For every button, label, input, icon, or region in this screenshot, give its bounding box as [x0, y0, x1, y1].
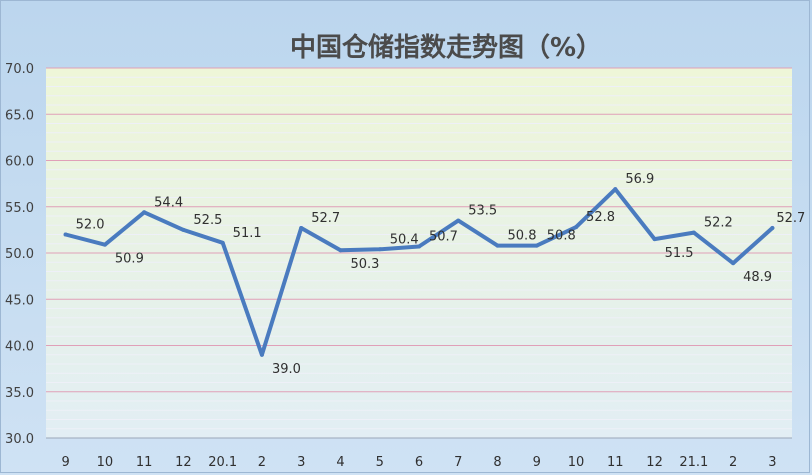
data-label: 52.7: [311, 211, 340, 226]
y-tick-label: 65.0: [5, 108, 34, 123]
data-label: 51.5: [665, 246, 694, 261]
data-point: [338, 248, 343, 253]
y-axis: 30.0 35.0 40.0 45.0 50.0 55.0 60.0 65.0 70.0: [5, 62, 34, 447]
data-point: [102, 242, 107, 247]
x-tick-label: 8: [493, 455, 501, 470]
data-label: 50.7: [429, 230, 458, 245]
x-tick-label: 11: [136, 455, 153, 470]
x-tick-label: 11: [607, 455, 624, 470]
data-point: [534, 243, 539, 248]
data-point: [259, 352, 264, 357]
data-point: [142, 210, 147, 215]
data-label: 39.0: [272, 362, 301, 377]
data-point: [613, 187, 618, 192]
y-tick-label: 30.0: [5, 432, 34, 447]
y-tick-label: 50.0: [5, 247, 34, 262]
data-label: 50.8: [508, 229, 537, 244]
chart-title: 中国仓储指数走势图（%）: [290, 32, 602, 63]
x-tick-label: 7: [454, 455, 462, 470]
data-point: [574, 225, 579, 230]
x-tick-label: 10: [568, 455, 585, 470]
y-tick-label: 60.0: [5, 155, 34, 170]
data-label: 52.2: [704, 216, 733, 231]
data-label: 52.5: [193, 213, 222, 228]
y-tick-label: 40.0: [5, 340, 34, 355]
x-tick-label: 10: [97, 455, 114, 470]
x-tick-label: 2: [258, 455, 266, 470]
data-label: 56.9: [625, 172, 654, 187]
data-point: [220, 240, 225, 245]
data-point: [299, 226, 304, 231]
x-tick-label: 20.1: [208, 455, 237, 470]
y-tick-label: 55.0: [5, 201, 34, 216]
x-tick-label: 2: [729, 455, 737, 470]
grid-layer: [46, 67, 792, 439]
x-tick-label: 12: [646, 455, 663, 470]
data-label: 50.4: [390, 232, 419, 247]
series-layer: [63, 187, 775, 357]
data-label: 50.9: [115, 252, 144, 267]
x-tick-label: 9: [61, 455, 69, 470]
data-label: 54.4: [154, 195, 183, 210]
y-tick-label: 45.0: [5, 293, 34, 308]
y-tick-label: 70.0: [5, 62, 34, 77]
data-label: 51.1: [233, 226, 262, 241]
x-axis: 9 10 11 12 20.1 2 3 4 5 6 7 8 9 10 11 12 21.1 2 3: [61, 455, 776, 470]
x-tick-label: 12: [175, 455, 192, 470]
data-point: [770, 226, 775, 231]
x-tick-label: 3: [768, 455, 776, 470]
data-point: [63, 232, 68, 237]
x-tick-label: 4: [336, 455, 344, 470]
data-label: 53.5: [468, 204, 497, 219]
x-tick-label: 9: [533, 455, 541, 470]
y-tick-label: 35.0: [5, 386, 34, 401]
data-label: 52.7: [776, 211, 805, 226]
data-label: 50.3: [350, 257, 379, 272]
data-point: [731, 261, 736, 266]
x-tick-label: 5: [376, 455, 384, 470]
data-point: [495, 243, 500, 248]
data-point: [456, 218, 461, 223]
x-tick-label: 6: [415, 455, 423, 470]
data-point: [181, 227, 186, 232]
x-tick-label: 3: [297, 455, 305, 470]
data-point: [652, 237, 657, 242]
data-label: 50.8: [547, 229, 576, 244]
data-point: [691, 230, 696, 235]
data-label: 52.0: [76, 218, 105, 233]
data-label-layer: 52.0 50.9 54.4 52.5 51.1 39.0 52.7 50.3 50.4 50.7…: [76, 172, 806, 377]
data-point: [417, 244, 421, 249]
x-tick-label: 21.1: [679, 455, 708, 470]
data-label: 52.8: [586, 210, 615, 225]
data-label: 48.9: [743, 270, 772, 285]
data-point: [377, 247, 382, 252]
